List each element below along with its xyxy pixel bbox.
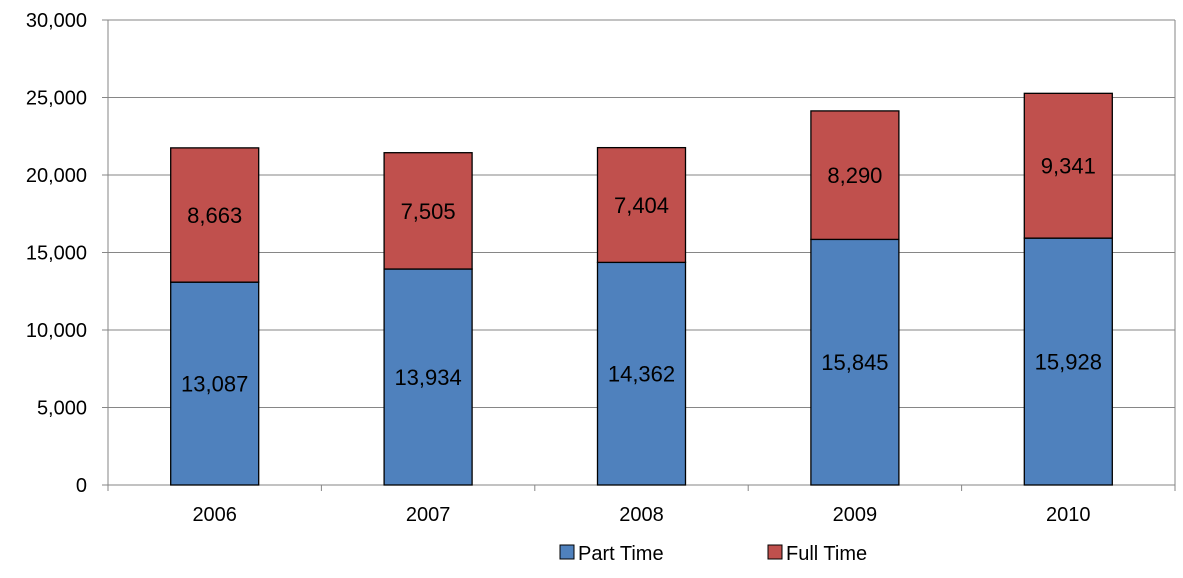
data-label-part-time: 15,928 [1035, 350, 1102, 375]
axes: 0 5,000 10,000 15,000 20,000 25,000 30,000 2006… [26, 10, 1176, 526]
bar-full-time-2007 [383, 152, 473, 270]
y-tick-label: 15,000 [26, 243, 87, 265]
bar-part-time-2010 [1023, 237, 1113, 486]
data-labels: 13,087 8,663 13,934 7,505 14,362 7,404 15,845 8… [181, 154, 1102, 397]
bar-full-time-2008 [596, 146, 687, 264]
y-tick-label: 5,000 [37, 398, 87, 420]
data-label-full-time: 9,341 [1041, 154, 1096, 179]
y-tick-label: 20,000 [26, 165, 87, 187]
y-tick-label: 25,000 [26, 88, 87, 110]
bar-part-time-2007 [383, 268, 473, 486]
x-tick-label: 2010 [1046, 504, 1091, 526]
legend-label-full-time: Full Time [786, 543, 867, 565]
data-label-full-time: 7,505 [401, 199, 456, 224]
data-label-full-time: 8,663 [187, 203, 242, 228]
data-label-full-time: 8,290 [827, 163, 882, 188]
bar-full-time-2010 [1023, 92, 1113, 239]
x-tick-label: 2007 [406, 504, 451, 526]
data-label-part-time: 13,934 [394, 365, 461, 390]
data-label-part-time: 13,087 [181, 372, 248, 397]
legend-swatch-full-time [767, 544, 783, 560]
legend-swatch-part-time [559, 544, 575, 560]
bar-full-time-2009 [810, 110, 900, 241]
bar-part-time-2009 [810, 238, 900, 486]
y-tick-label: 30,000 [26, 10, 87, 32]
y-tick-label: 0 [76, 475, 87, 497]
data-label-part-time: 15,845 [821, 350, 888, 375]
y-tick-label: 10,000 [26, 320, 87, 342]
x-tick-label: 2006 [192, 504, 237, 526]
bars [170, 92, 1113, 486]
x-tick-label: 2009 [833, 504, 878, 526]
bar-part-time-2008 [596, 261, 687, 486]
legend: Part Time Full Time [559, 543, 867, 565]
data-label-part-time: 14,362 [608, 362, 675, 387]
bar-full-time-2006 [170, 147, 260, 283]
data-label-full-time: 7,404 [614, 193, 669, 218]
x-tick-label: 2008 [619, 504, 664, 526]
bar-part-time-2006 [170, 281, 260, 486]
legend-label-part-time: Part Time [578, 543, 664, 565]
